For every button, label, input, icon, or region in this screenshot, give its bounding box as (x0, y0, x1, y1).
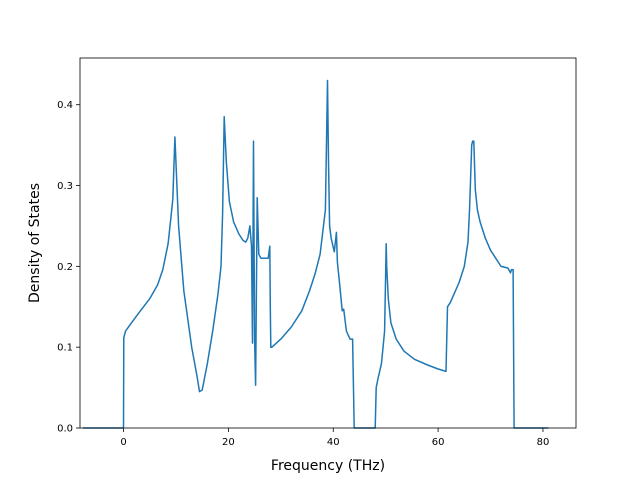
x-ticks: 0 20 40 60 80 (120, 428, 549, 448)
y-axis-label: Density of States (27, 183, 43, 303)
x-tick-label: 80 (537, 437, 550, 448)
y-tick-label: 0.0 (57, 424, 73, 435)
plot-frame (79, 57, 577, 429)
y-tick-label: 0.4 (57, 100, 73, 111)
dos-series-line (82, 79, 549, 429)
x-tick-label: 20 (222, 437, 235, 448)
y-tick-label: 0.3 (57, 181, 73, 192)
x-tick-label: 40 (327, 437, 340, 448)
x-tick-label: 60 (432, 437, 445, 448)
x-tick-label: 0 (120, 437, 126, 448)
data-series (82, 79, 549, 429)
y-ticks: 0.0 0.1 0.2 0.3 0.4 (57, 100, 80, 435)
y-tick-label: 0.1 (57, 343, 73, 354)
y-tick-label: 0.2 (57, 262, 73, 273)
x-axis-label: Frequency (THz) (271, 458, 385, 474)
